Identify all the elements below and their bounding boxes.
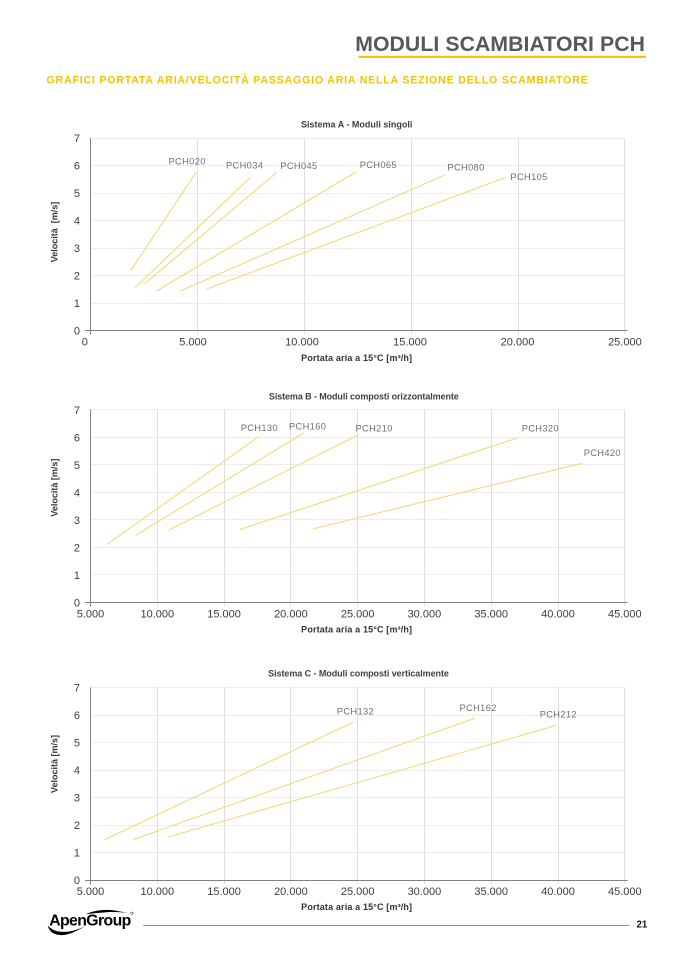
svg-text:6: 6 — [74, 432, 80, 444]
svg-text:25.000: 25.000 — [608, 337, 642, 349]
svg-text:7: 7 — [74, 133, 80, 145]
svg-text:45.000: 45.000 — [608, 608, 642, 620]
svg-text:PCH105: PCH105 — [510, 172, 547, 182]
svg-text:Portata aria a 15°C [m³/h]: Portata aria a 15°C [m³/h] — [301, 353, 412, 363]
svg-text:PCH210: PCH210 — [356, 423, 393, 433]
svg-text:PCH065: PCH065 — [360, 160, 397, 170]
svg-text:3: 3 — [74, 793, 80, 805]
svg-text:PCH130: PCH130 — [241, 423, 278, 433]
svg-text:5.000: 5.000 — [77, 886, 105, 898]
svg-text:10.000: 10.000 — [285, 337, 319, 349]
svg-text:Velocità [m/s]: Velocità [m/s] — [50, 735, 60, 793]
svg-text:PCH080: PCH080 — [447, 163, 484, 173]
svg-text:15.000: 15.000 — [207, 886, 241, 898]
svg-text:ApenGroup: ApenGroup — [49, 912, 130, 929]
svg-text:4: 4 — [74, 216, 80, 228]
svg-text:PCH320: PCH320 — [522, 423, 559, 433]
svg-text:2: 2 — [74, 820, 80, 832]
svg-text:5: 5 — [74, 738, 80, 750]
svg-text:35.000: 35.000 — [474, 886, 508, 898]
svg-text:GRAFICI PORTATA ARIA/VELOCITÀ: GRAFICI PORTATA ARIA/VELOCITÀ PASSAGGIO … — [47, 74, 589, 87]
svg-text:25.000: 25.000 — [341, 608, 375, 620]
svg-text:0: 0 — [74, 875, 80, 887]
svg-text:10.000: 10.000 — [140, 886, 174, 898]
svg-text:PCH420: PCH420 — [584, 448, 621, 458]
svg-text:5: 5 — [74, 188, 80, 200]
svg-text:MODULI SCAMBIATORI PCH: MODULI SCAMBIATORI PCH — [355, 33, 645, 56]
svg-text:30.000: 30.000 — [408, 608, 442, 620]
svg-text:0: 0 — [74, 326, 80, 338]
svg-text:0: 0 — [82, 337, 88, 349]
svg-text:6: 6 — [74, 161, 80, 173]
svg-text:15.000: 15.000 — [393, 337, 427, 349]
svg-text:3: 3 — [74, 243, 80, 255]
svg-text:4: 4 — [74, 765, 80, 777]
svg-text:PCH212: PCH212 — [540, 709, 577, 719]
svg-text:20.000: 20.000 — [501, 337, 535, 349]
svg-text:35.000: 35.000 — [474, 608, 508, 620]
svg-text:1: 1 — [74, 848, 80, 860]
svg-text:2: 2 — [74, 271, 80, 283]
svg-text:5: 5 — [74, 460, 80, 472]
svg-text:5.000: 5.000 — [179, 337, 207, 349]
svg-text:Portata aria a 15°C [m³/h]: Portata aria a 15°C [m³/h] — [301, 624, 412, 634]
svg-text:7: 7 — [74, 405, 80, 417]
svg-text:PCH020: PCH020 — [169, 157, 206, 167]
svg-text:20.000: 20.000 — [274, 608, 308, 620]
svg-text:20.000: 20.000 — [274, 886, 308, 898]
svg-text:45.000: 45.000 — [608, 886, 642, 898]
svg-text:10.000: 10.000 — [140, 608, 174, 620]
svg-text:2: 2 — [74, 542, 80, 554]
svg-text:40.000: 40.000 — [541, 608, 575, 620]
svg-text:30.000: 30.000 — [408, 886, 442, 898]
svg-text:3: 3 — [74, 515, 80, 527]
svg-text:PCH034: PCH034 — [226, 161, 263, 171]
svg-text:Sistema C - Moduli composti ve: Sistema C - Moduli composti verticalment… — [268, 668, 449, 678]
svg-text:7: 7 — [74, 683, 80, 695]
svg-text:1: 1 — [74, 298, 80, 310]
svg-text:4: 4 — [74, 487, 80, 499]
svg-text:PCH045: PCH045 — [280, 161, 317, 171]
svg-text:Sistema A - Moduli singoli: Sistema A - Moduli singoli — [301, 119, 412, 129]
svg-text:Velocità [m/s]: Velocità [m/s] — [50, 202, 60, 263]
svg-text:40.000: 40.000 — [541, 886, 575, 898]
svg-text:0: 0 — [74, 597, 80, 609]
svg-text:Portata aria a 15°C [m³/h]: Portata aria a 15°C [m³/h] — [301, 902, 412, 912]
svg-text:PCH132: PCH132 — [337, 707, 374, 717]
svg-text:PCH162: PCH162 — [460, 703, 497, 713]
svg-text:15.000: 15.000 — [207, 608, 241, 620]
svg-text:5.000: 5.000 — [77, 608, 105, 620]
svg-text:6: 6 — [74, 710, 80, 722]
svg-text:Velocità [m/s]: Velocità [m/s] — [50, 459, 60, 517]
svg-text:PCH160: PCH160 — [289, 422, 326, 432]
svg-text:1: 1 — [74, 570, 80, 582]
svg-text:21: 21 — [637, 919, 648, 930]
svg-text:25.000: 25.000 — [341, 886, 375, 898]
svg-text:Sistema B - Moduli composti or: Sistema B - Moduli composti orizzontalme… — [269, 392, 459, 402]
